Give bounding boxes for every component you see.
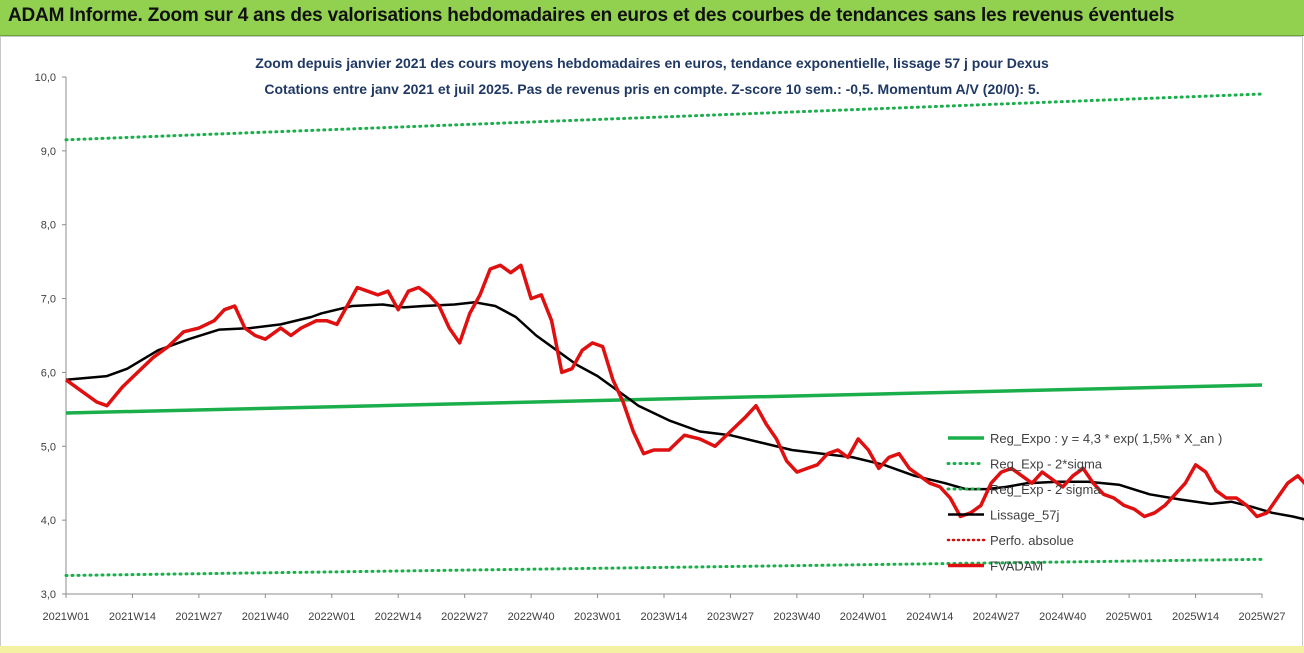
y-tick-label: 7,0 bbox=[41, 294, 56, 306]
x-tick-label: 2025W14 bbox=[1172, 611, 1219, 623]
legend-label-smooth: Lissage_57j bbox=[990, 508, 1059, 523]
series-line-reg bbox=[65, 383, 1263, 415]
x-tick-label: 2024W01 bbox=[840, 611, 887, 623]
x-tick-label: 2021W14 bbox=[109, 611, 156, 623]
x-tick-label: 2021W01 bbox=[42, 611, 89, 623]
legend-label-lower: Reg_Exp - 2 sigma bbox=[990, 482, 1101, 497]
series-lines bbox=[64, 92, 1304, 577]
series-line-smooth bbox=[65, 301, 1304, 521]
legend: Reg_Expo : y = 4,3 * exp( 1,5% * X_an ) R… bbox=[946, 431, 1222, 574]
x-tick-label: 2022W40 bbox=[508, 611, 555, 623]
series-line-fvadam bbox=[64, 263, 1304, 519]
x-tick-label: 2022W01 bbox=[308, 611, 355, 623]
y-tick-label: 8,0 bbox=[41, 220, 56, 232]
x-tick-label: 2024W27 bbox=[973, 611, 1020, 623]
axes: 3,0 4,0 5,0 6,0 7,0 8,0 9,0 10,0 2021W01 2021W14 2… bbox=[35, 72, 1286, 623]
x-tick-label: 2022W27 bbox=[441, 611, 488, 623]
x-tick-label: 2025W01 bbox=[1106, 611, 1153, 623]
x-tick-label: 2023W01 bbox=[574, 611, 621, 623]
chart-title-line2: Cotations entre janv 2021 et juil 2025. … bbox=[264, 81, 1039, 97]
chart-title-line1: Zoom depuis janvier 2021 des cours moyen… bbox=[255, 55, 1049, 71]
y-tick-label: 3,0 bbox=[41, 589, 56, 601]
x-tick-label: 2022W14 bbox=[375, 611, 422, 623]
x-tick-label: 2021W27 bbox=[175, 611, 222, 623]
legend-label-upper: Reg_Exp - 2*sigma bbox=[990, 457, 1103, 472]
x-tick-label: 2023W27 bbox=[707, 611, 754, 623]
x-tick-label: 2024W40 bbox=[1039, 611, 1086, 623]
bottom-strip bbox=[0, 646, 1304, 653]
legend-label-perfo: Perfo. absolue bbox=[990, 533, 1074, 548]
series-line-lower bbox=[64, 557, 1264, 577]
x-tick-label: 2023W14 bbox=[640, 611, 687, 623]
legend-label-fvadam: FVADAM bbox=[990, 559, 1043, 574]
x-tick-label: 2024W14 bbox=[906, 611, 953, 623]
legend-label-reg: Reg_Expo : y = 4,3 * exp( 1,5% * X_an ) bbox=[990, 431, 1222, 446]
x-tick-label: 2023W40 bbox=[773, 611, 820, 623]
series-line-upper bbox=[64, 92, 1264, 142]
page-title: ADAM Informe. Zoom sur 4 ans des valoris… bbox=[8, 5, 1175, 26]
header-bar: ADAM Informe. Zoom sur 4 ans des valoris… bbox=[0, 0, 1304, 36]
y-tick-label: 5,0 bbox=[41, 441, 56, 453]
x-tick-label: 2021W40 bbox=[242, 611, 289, 623]
x-tick-label: 2025W27 bbox=[1238, 611, 1285, 623]
y-tick-label: 9,0 bbox=[41, 146, 56, 158]
y-tick-label: 10,0 bbox=[35, 72, 56, 84]
y-tick-label: 4,0 bbox=[41, 515, 56, 527]
y-tick-label: 6,0 bbox=[41, 367, 56, 379]
